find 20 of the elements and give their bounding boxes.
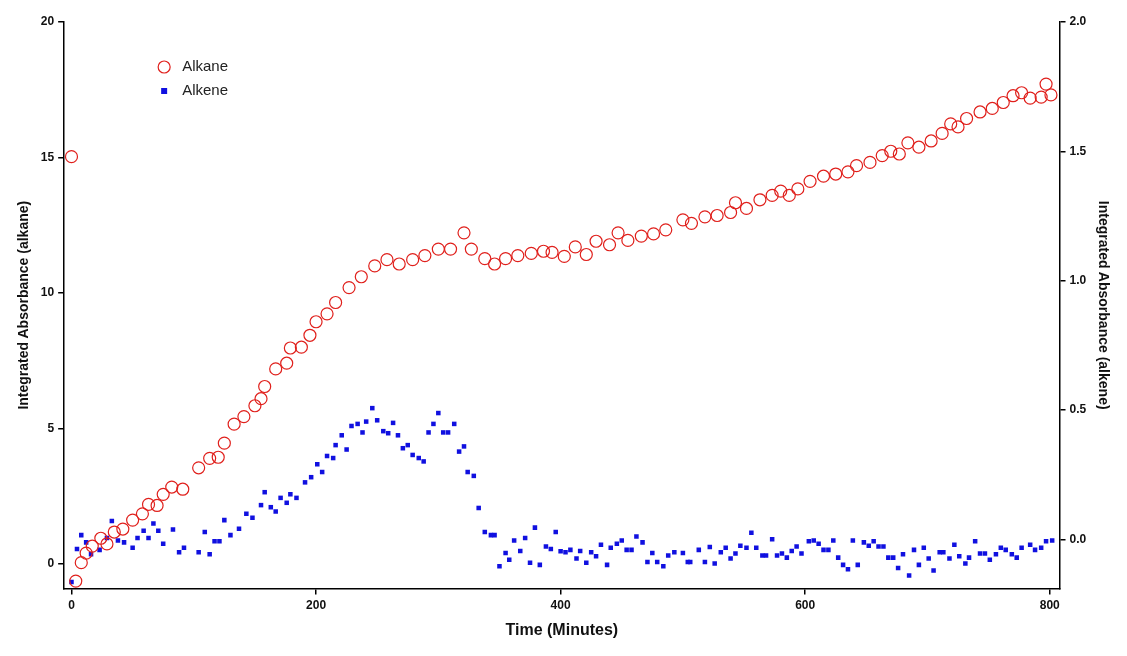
legend-label: Alkane (182, 57, 229, 75)
y-tick-label: 10 (40, 285, 55, 300)
x-axis-title: Time (Minutes) (505, 620, 619, 638)
y-tick-label: 15 (40, 149, 55, 164)
x-tick-label: 0 (68, 597, 76, 612)
y2-tick-label: 0.5 (1069, 402, 1087, 417)
y-axis-title: Integrated Absorbance (alkane) (15, 200, 32, 410)
y2-tick-label: 2.0 (1069, 14, 1087, 29)
y-tick-label: 0 (47, 556, 55, 571)
x-tick-label: 600 (795, 597, 816, 612)
y2-tick-label: 1.0 (1069, 272, 1087, 287)
x-tick-label: 400 (550, 597, 571, 612)
y2-axis-title: Integrated Absorbance (alkene) (1095, 200, 1112, 410)
x-tick-label: 800 (1039, 597, 1061, 612)
y-tick-label: 5 (47, 420, 55, 435)
y-tick-label: 20 (40, 14, 55, 29)
y2-tick-label: 1.5 (1069, 143, 1087, 158)
y2-tick-label: 0.0 (1069, 531, 1087, 546)
x-tick-label: 200 (306, 597, 327, 612)
legend-label: Alkene (182, 81, 229, 99)
